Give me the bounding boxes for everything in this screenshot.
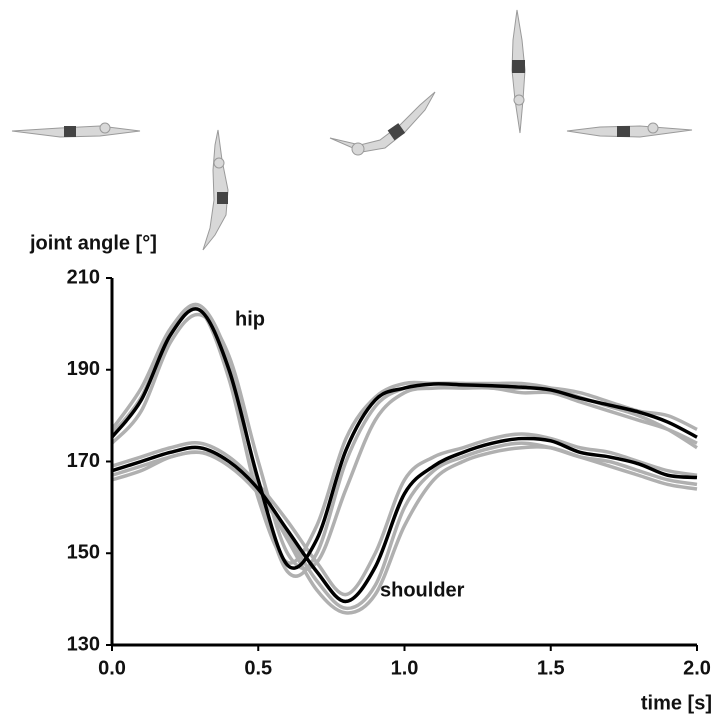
y-tick-label: 170 <box>67 450 100 472</box>
x-tick-label: 0.0 <box>98 657 126 679</box>
swimmer-entry <box>202 129 229 251</box>
x-tick-label: 1.0 <box>391 657 419 679</box>
swimmer-horizontal-end <box>566 122 693 138</box>
series-line <box>111 432 698 597</box>
y-tick-label: 130 <box>67 633 100 655</box>
plot-area: 130 150 170 190 210 0.0 0.5 1.0 1.5 2.0 hip shoulde… <box>67 266 711 679</box>
y-axis-title: joint angle [°] <box>29 232 157 254</box>
swimmer-illustrations <box>11 9 693 251</box>
x-axis-title: time [s] <box>641 692 712 714</box>
series-line <box>110 302 698 578</box>
y-tick-label: 210 <box>67 266 100 288</box>
y-tick-label: 190 <box>67 358 100 380</box>
series-line <box>111 445 698 615</box>
x-tick-label: 2.0 <box>683 657 711 679</box>
swimmer-handstand <box>511 9 526 134</box>
series-line <box>110 307 698 570</box>
y-tick-label: 150 <box>67 542 100 564</box>
swimmer-horizontal-start <box>11 122 141 138</box>
x-tick-label: 0.5 <box>244 657 272 679</box>
swimmer-pike <box>329 91 436 156</box>
x-tick-label: 1.5 <box>537 657 565 679</box>
annotation-shoulder: shoulder <box>380 579 465 601</box>
series-line <box>111 436 698 604</box>
annotation-hip: hip <box>235 308 265 330</box>
